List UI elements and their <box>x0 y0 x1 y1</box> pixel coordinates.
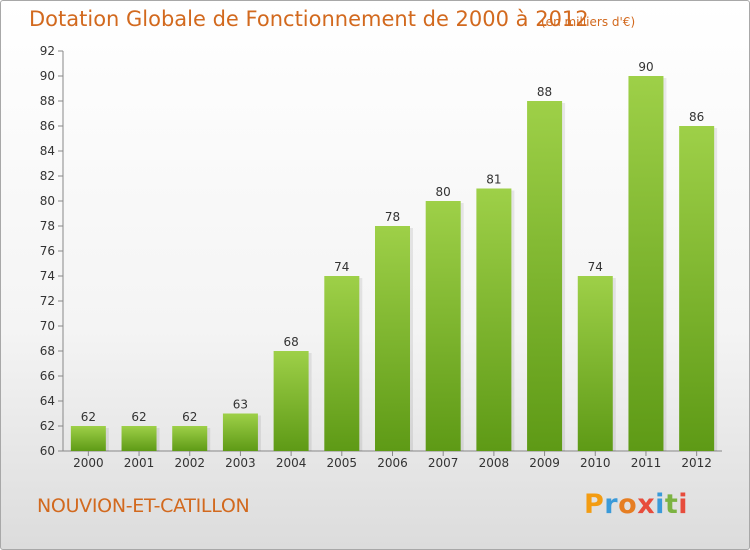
x-tick-label: 2007 <box>428 456 459 470</box>
y-tick-label: 78 <box>40 219 55 233</box>
y-tick-label: 70 <box>40 319 55 333</box>
x-tick-label: 2004 <box>276 456 307 470</box>
logo-letter: o <box>618 489 638 520</box>
x-tick-label: 2003 <box>225 456 256 470</box>
bar <box>527 101 563 451</box>
x-tick-label: 2005 <box>327 456 358 470</box>
bar <box>121 426 157 451</box>
y-tick-label: 76 <box>40 244 55 258</box>
bar <box>273 351 309 451</box>
chart-subtitle: (en milliers d'€) <box>541 15 636 29</box>
y-tick-label: 72 <box>40 294 55 308</box>
y-tick-label: 92 <box>40 44 55 58</box>
bar <box>476 188 512 451</box>
x-tick-label: 2009 <box>529 456 560 470</box>
y-tick-label: 62 <box>40 419 55 433</box>
logo-letter: r <box>604 489 619 520</box>
data-label: 62 <box>81 410 96 424</box>
data-label: 62 <box>131 410 146 424</box>
bar <box>628 76 664 451</box>
logo-letter: i <box>655 489 665 520</box>
y-tick-label: 74 <box>40 269 55 283</box>
bar <box>425 201 461 451</box>
y-tick-label: 88 <box>40 94 55 108</box>
y-tick-label: 80 <box>40 194 55 208</box>
x-tick-label: 2010 <box>580 456 611 470</box>
logo-letter: P <box>584 489 605 520</box>
bar <box>375 226 410 451</box>
y-tick-label: 66 <box>40 369 55 383</box>
y-tick-label: 68 <box>40 344 55 358</box>
chart-title: Dotation Globale de Fonctionnement de 20… <box>29 7 589 31</box>
data-label: 62 <box>182 410 197 424</box>
data-label: 80 <box>436 185 451 199</box>
proxiti-logo: Proxiti <box>584 489 688 520</box>
y-tick-label: 64 <box>40 394 55 408</box>
bar <box>324 276 360 451</box>
data-label: 74 <box>588 260 603 274</box>
x-tick-label: 2002 <box>174 456 205 470</box>
x-tick-label: 2001 <box>124 456 155 470</box>
data-label: 68 <box>283 335 298 349</box>
data-label: 78 <box>385 210 400 224</box>
bar <box>70 426 106 451</box>
y-tick-label: 86 <box>40 119 55 133</box>
y-tick-label: 82 <box>40 169 55 183</box>
bar <box>679 126 715 451</box>
data-label: 90 <box>638 60 653 74</box>
logo-letter: i <box>678 489 689 520</box>
data-label: 86 <box>689 110 704 124</box>
data-label: 88 <box>537 85 552 99</box>
bar <box>577 276 613 451</box>
bar <box>222 413 258 451</box>
y-tick-label: 90 <box>40 69 55 83</box>
bar <box>172 426 208 451</box>
data-label: 81 <box>486 173 501 187</box>
y-tick-label: 60 <box>40 444 55 458</box>
data-label: 63 <box>233 398 248 412</box>
data-label: 74 <box>334 260 349 274</box>
x-tick-label: 2011 <box>631 456 662 470</box>
logo-letter: t <box>664 489 679 520</box>
logo-letter: x <box>637 489 656 520</box>
x-tick-label: 2012 <box>681 456 712 470</box>
y-tick-label: 84 <box>40 144 55 158</box>
commune-name: NOUVION-ET-CATILLON <box>37 495 250 517</box>
x-tick-label: 2000 <box>73 456 104 470</box>
x-tick-label: 2008 <box>479 456 510 470</box>
x-tick-label: 2006 <box>377 456 408 470</box>
